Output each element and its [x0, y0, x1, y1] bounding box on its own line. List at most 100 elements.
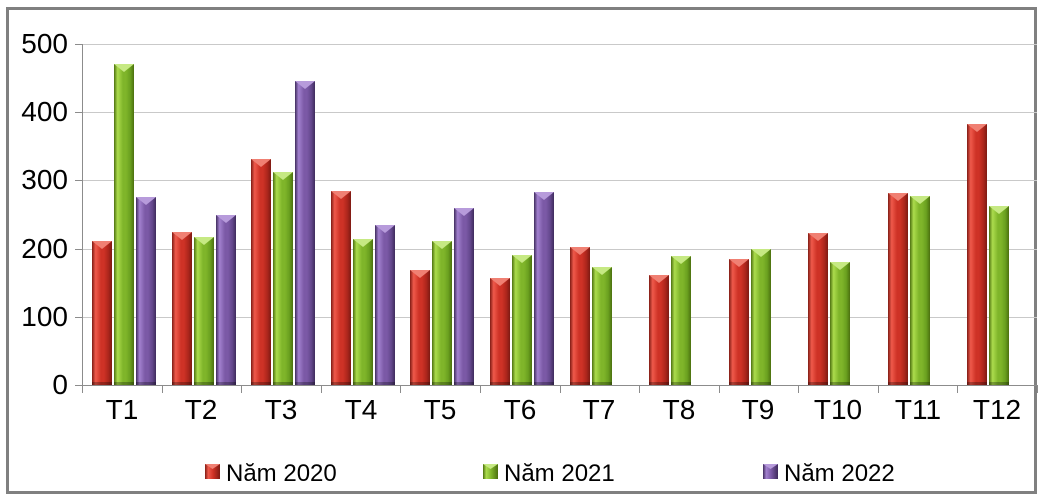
- legend-swatch-cap: [483, 464, 498, 469]
- y-axis-label: 300: [21, 164, 68, 195]
- bar-cap: [295, 81, 315, 89]
- bar-base-shadow: [454, 382, 474, 385]
- bar-base-shadow: [888, 382, 908, 385]
- bar-cap: [967, 124, 987, 132]
- bar-base-shadow: [910, 382, 930, 385]
- bar-cap: [216, 215, 236, 223]
- x-axis-label-t2: T2: [184, 394, 218, 425]
- bar-năm-2020-T9: [729, 259, 749, 385]
- x-axis-label-t7: T7: [582, 394, 616, 425]
- bar-năm-2021-T12: [989, 206, 1009, 385]
- bar-base-shadow: [172, 382, 192, 385]
- bar-cap: [729, 259, 749, 267]
- y-axis-label: 400: [21, 96, 68, 127]
- bar-base-shadow: [251, 382, 271, 385]
- y-axis-label: 500: [21, 28, 68, 59]
- bar-base-shadow: [490, 382, 510, 385]
- bar-base-shadow: [331, 382, 351, 385]
- bar-năm-2022-T6: [534, 192, 554, 385]
- y-axis-tick: [75, 180, 82, 181]
- legend-label: Năm 2020: [226, 460, 337, 487]
- bar-base-shadow: [751, 382, 771, 385]
- gridline: [82, 44, 1037, 45]
- bar-base-shadow: [92, 382, 112, 385]
- legend-label: Năm 2021: [504, 460, 615, 487]
- x-axis-label-t9: T9: [741, 394, 775, 425]
- x-axis-tick: [82, 385, 83, 393]
- bar-cap: [751, 249, 771, 257]
- y-axis-label: 0: [52, 369, 68, 400]
- x-axis-tick: [400, 385, 401, 393]
- bar-năm-2022-T4: [375, 225, 395, 385]
- bar-cap: [490, 278, 510, 286]
- x-axis-label-t12: T12: [972, 394, 1022, 425]
- x-axis-label-t8: T8: [662, 394, 696, 425]
- bar-năm-2021-T3: [273, 172, 293, 385]
- bar-cap: [92, 241, 112, 249]
- bar-năm-2021-T4: [353, 239, 373, 385]
- gridline: [82, 249, 1037, 250]
- x-axis-label-t11: T11: [894, 394, 942, 425]
- y-axis-tick: [75, 317, 82, 318]
- legend-swatch-cap: [205, 464, 220, 469]
- gridline: [82, 180, 1037, 181]
- bar-năm-2021-T2: [194, 237, 214, 385]
- bar-năm-2021-T6: [512, 255, 532, 385]
- bar-base-shadow: [375, 382, 395, 385]
- y-axis-label: 200: [21, 233, 68, 264]
- bar-năm-2022-T2: [216, 215, 236, 385]
- bar-năm-2020-T12: [967, 124, 987, 385]
- x-axis-tick: [241, 385, 242, 393]
- bar-cap: [671, 256, 691, 264]
- bar-cap: [512, 255, 532, 263]
- x-axis-tick: [321, 385, 322, 393]
- bar-cap: [808, 233, 828, 241]
- bar-base-shadow: [114, 382, 134, 385]
- x-axis-tick: [878, 385, 879, 393]
- bar-base-shadow: [432, 382, 452, 385]
- bar-cap: [534, 192, 554, 200]
- bar-năm-2022-T3: [295, 81, 315, 385]
- bar-năm-2022-T5: [454, 208, 474, 385]
- gridline: [82, 112, 1037, 113]
- bar-năm-2022-T1: [136, 197, 156, 385]
- legend-swatch: [205, 464, 220, 479]
- x-axis-label-t3: T3: [264, 394, 298, 425]
- y-axis-tick: [75, 44, 82, 45]
- bar-base-shadow: [729, 382, 749, 385]
- x-axis-label-t10: T10: [813, 394, 863, 425]
- bar-năm-2020-T11: [888, 193, 908, 385]
- bar-năm-2021-T10: [830, 262, 850, 385]
- x-axis-label-t1: T1: [105, 394, 139, 425]
- bar-base-shadow: [671, 382, 691, 385]
- x-axis-tick: [1037, 385, 1038, 393]
- bar-base-shadow: [295, 382, 315, 385]
- bar-năm-2020-T10: [808, 233, 828, 385]
- bar-cap: [570, 247, 590, 255]
- gridline: [82, 317, 1037, 318]
- x-axis-label-t4: T4: [344, 394, 378, 425]
- x-axis-tick: [480, 385, 481, 393]
- bar-base-shadow: [592, 382, 612, 385]
- x-axis-line: [75, 385, 1037, 386]
- x-axis-tick: [719, 385, 720, 393]
- x-axis-tick: [560, 385, 561, 393]
- legend-label: Năm 2022: [784, 460, 895, 487]
- bar-base-shadow: [512, 382, 532, 385]
- bar-cap: [375, 225, 395, 233]
- x-axis-tick: [957, 385, 958, 393]
- x-axis-tick: [798, 385, 799, 393]
- chart-border: [6, 7, 1037, 494]
- bar-cap: [273, 172, 293, 180]
- x-axis-label-t5: T5: [423, 394, 457, 425]
- bar-năm-2020-T4: [331, 191, 351, 385]
- bar-base-shadow: [570, 382, 590, 385]
- bar-cap: [432, 241, 452, 249]
- x-axis-tick: [162, 385, 163, 393]
- bar-cap: [353, 239, 373, 247]
- legend-swatch: [763, 464, 778, 479]
- bar-năm-2020-T3: [251, 159, 271, 385]
- bar-cap: [114, 64, 134, 72]
- bar-năm-2021-T9: [751, 249, 771, 385]
